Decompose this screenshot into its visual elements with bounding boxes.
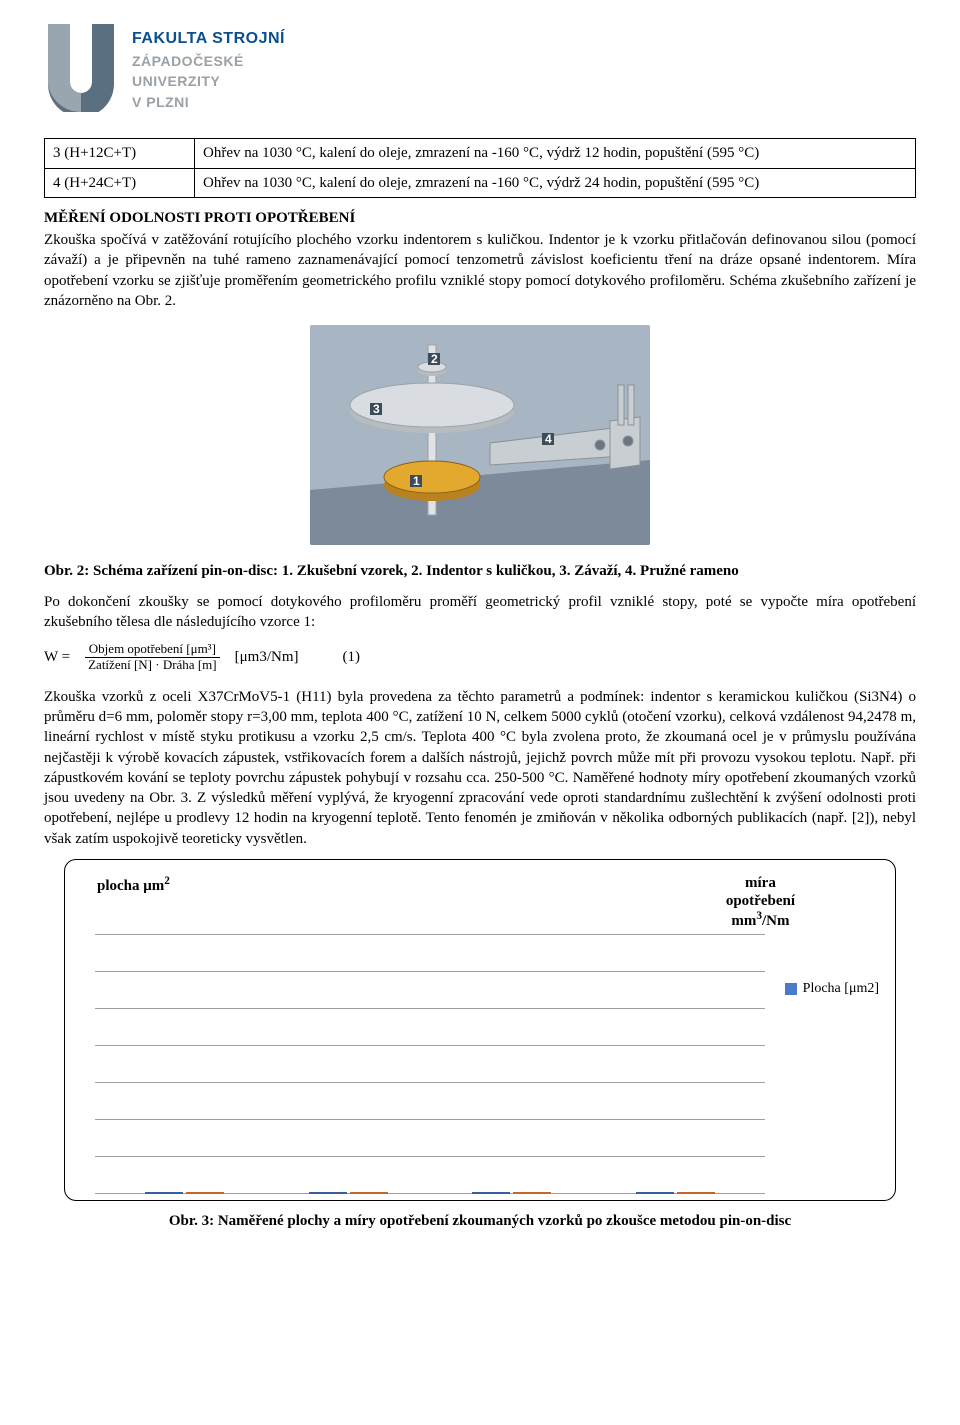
diagram-label-2: 2 <box>431 352 438 366</box>
inst-line3: UNIVERZITY <box>132 72 285 91</box>
bar-mira <box>677 1192 715 1194</box>
chart-legend: Plocha [μm2] <box>785 980 879 1003</box>
chart-bar-group <box>140 1192 230 1194</box>
table-cell-key: 4 (H+24C+T) <box>45 168 195 197</box>
chart-right-title: míra opotřebení mm3/Nm <box>726 874 795 930</box>
page-header: FAKULTA STROJNÍ ZÁPADOČESKÉ UNIVERZITY V… <box>44 24 916 112</box>
chart-area <box>95 934 765 1194</box>
figure-2-caption: Obr. 2: Schéma zařízení pin-on-disc: 1. … <box>44 561 916 581</box>
bar-mira <box>350 1192 388 1194</box>
table-cell-val: Ohřev na 1030 °C, kalení do oleje, zmraz… <box>195 168 916 197</box>
para-3: Zkouška vzorků z oceli X37CrMoV5-1 (H11)… <box>44 687 916 849</box>
formula-lhs: W = <box>44 647 70 667</box>
legend-item: Plocha [μm2] <box>785 980 879 999</box>
figure-2-wrap: 1 2 3 4 <box>44 325 916 551</box>
table-cell-val: Ohřev na 1030 °C, kalení do oleje, zmraz… <box>195 139 916 168</box>
diagram-label-4: 4 <box>545 432 552 446</box>
university-logo-icon <box>44 24 118 112</box>
section-title-wear: MĚŘENÍ ODOLNOSTI PROTI OPOTŘEBENÍ <box>44 208 916 228</box>
formula-eqno: (1) <box>342 647 360 667</box>
table-row: 3 (H+12C+T)Ohřev na 1030 °C, kalení do o… <box>45 139 916 168</box>
legend-swatch-icon <box>785 983 797 995</box>
legend-label: Plocha [μm2] <box>803 980 879 999</box>
fakulta-title: FAKULTA STROJNÍ <box>132 28 285 50</box>
bar-mira <box>186 1192 224 1194</box>
formula-fraction: Objem opotřebení [μm³] Zatížení [N] · Dr… <box>84 642 221 673</box>
chart-right-title-l2: opotřebení <box>726 893 795 909</box>
institution-block: FAKULTA STROJNÍ ZÁPADOČESKÉ UNIVERZITY V… <box>132 24 285 112</box>
chart-bar-group <box>630 1192 720 1194</box>
chart-bars <box>95 934 765 1194</box>
bar-mira <box>513 1192 551 1194</box>
wear-formula: W = Objem opotřebení [μm³] Zatížení [N] … <box>44 642 916 673</box>
section-para-1: Zkouška spočívá v zatěžování rotujícího … <box>44 230 916 311</box>
diagram-label-3: 3 <box>373 402 380 416</box>
bar-plocha <box>145 1192 183 1194</box>
inst-line2: ZÁPADOČESKÉ <box>132 52 285 71</box>
formula-den: Zatížení [N] · Dráha [m] <box>84 658 221 673</box>
chart-bar-group <box>303 1192 393 1194</box>
inst-line4: V PLZNI <box>132 93 285 112</box>
formula-unit: [μm3/Nm] <box>235 647 299 667</box>
table-cell-key: 3 (H+12C+T) <box>45 139 195 168</box>
chart-left-title: plocha μm2 <box>97 874 170 896</box>
table-row: 4 (H+24C+T)Ohřev na 1030 °C, kalení do o… <box>45 168 916 197</box>
pin-on-disc-diagram: 1 2 3 4 <box>310 325 650 545</box>
chart-right-title-l1: míra <box>745 875 776 891</box>
bar-plocha <box>472 1192 510 1194</box>
bar-plocha <box>309 1192 347 1194</box>
bar-plocha <box>636 1192 674 1194</box>
chart-bar-group <box>467 1192 557 1194</box>
treatment-table: 3 (H+12C+T)Ohřev na 1030 °C, kalení do o… <box>44 138 916 198</box>
wear-chart: plocha μm2 míra opotřebení mm3/Nm Plocha… <box>64 859 896 1201</box>
para-after-fig2: Po dokončení zkoušky se pomocí dotykovéh… <box>44 592 916 633</box>
formula-num: Objem opotřebení [μm³] <box>85 642 220 658</box>
figure-3-caption: Obr. 3: Naměřené plochy a míry opotřeben… <box>44 1211 916 1231</box>
diagram-label-1: 1 <box>413 474 420 488</box>
chart-titles: plocha μm2 míra opotřebení mm3/Nm <box>75 874 885 934</box>
